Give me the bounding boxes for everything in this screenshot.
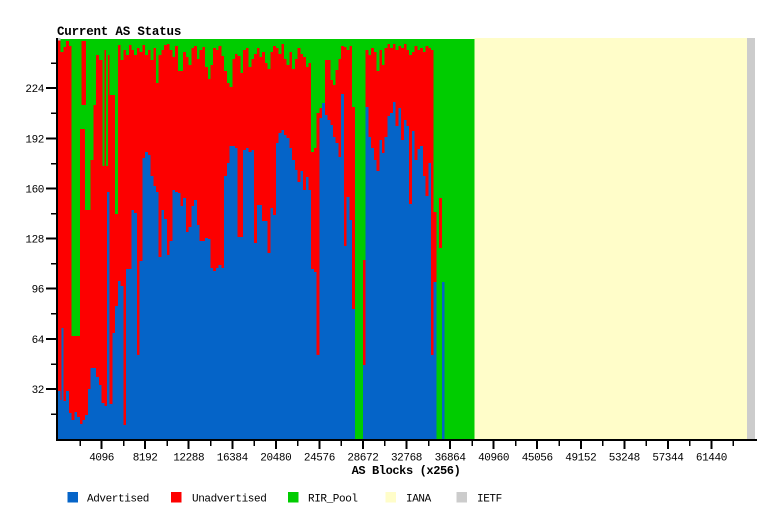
svg-text:12288: 12288: [173, 453, 204, 465]
svg-text:49152: 49152: [565, 453, 596, 465]
svg-text:40960: 40960: [478, 453, 509, 465]
svg-text:24576: 24576: [304, 453, 335, 465]
svg-text:Unadvertised: Unadvertised: [192, 494, 266, 506]
svg-text:32: 32: [32, 385, 44, 397]
svg-text:Current AS Status: Current AS Status: [57, 25, 181, 39]
svg-text:53248: 53248: [609, 453, 640, 465]
svg-text:4096: 4096: [89, 453, 114, 465]
svg-text:36864: 36864: [435, 453, 467, 465]
svg-text:RIR_Pool: RIR_Pool: [308, 494, 358, 506]
svg-text:Advertised: Advertised: [87, 494, 149, 506]
svg-text:20480: 20480: [260, 453, 291, 465]
svg-text:AS Blocks (x256): AS Blocks (x256): [352, 464, 461, 478]
svg-text:96: 96: [32, 285, 44, 297]
svg-text:61440: 61440: [696, 453, 727, 465]
svg-text:192: 192: [25, 134, 44, 146]
svg-text:57344: 57344: [652, 453, 684, 465]
svg-text:16384: 16384: [217, 453, 249, 465]
svg-text:28672: 28672: [347, 453, 378, 465]
svg-text:32768: 32768: [391, 453, 422, 465]
svg-text:8192: 8192: [133, 453, 158, 465]
svg-text:IETF: IETF: [477, 494, 502, 506]
svg-text:IANA: IANA: [406, 494, 432, 506]
svg-text:45056: 45056: [522, 453, 553, 465]
svg-text:128: 128: [25, 235, 44, 247]
svg-text:224: 224: [25, 84, 44, 96]
svg-text:64: 64: [32, 335, 45, 347]
svg-text:160: 160: [25, 184, 44, 196]
